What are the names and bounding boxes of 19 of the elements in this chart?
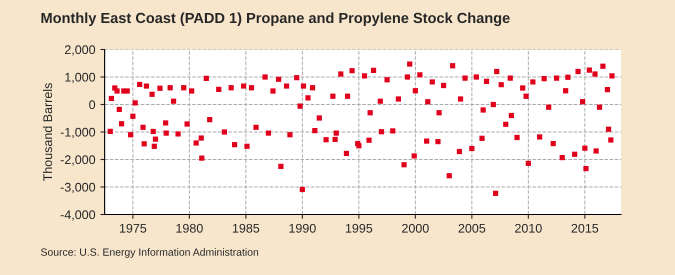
x-tick-label: 1975 [120, 224, 146, 233]
x-tick-label: 2015 [572, 224, 598, 233]
source-note: Source: U.S. Energy Information Administration [40, 248, 258, 258]
x-tick-label: 1980 [176, 224, 203, 233]
y-tick-label: -2,000 [60, 155, 96, 166]
y-tick-label: 2,000 [64, 45, 96, 56]
x-tick-label: 1990 [289, 224, 316, 233]
y-axis-title: Thousand Barrels [42, 83, 52, 182]
x-tick-label: 2005 [458, 224, 486, 233]
y-tick-label: -4,000 [60, 210, 96, 221]
x-tick-label: 1985 [232, 224, 260, 233]
x-tick-label: 2010 [515, 224, 542, 233]
chart-title: Monthly East Coast (PADD 1) Propane and Propylene Stock Change [41, 12, 510, 26]
x-tick-label: 1995 [346, 224, 372, 233]
y-tick-label: -1,000 [60, 128, 96, 138]
y-tick-label: 1,000 [65, 72, 96, 84]
y-tick-label: -3,000 [60, 182, 96, 194]
x-tick-label: 2000 [402, 224, 429, 233]
y-tick-label: 0 [89, 100, 96, 110]
